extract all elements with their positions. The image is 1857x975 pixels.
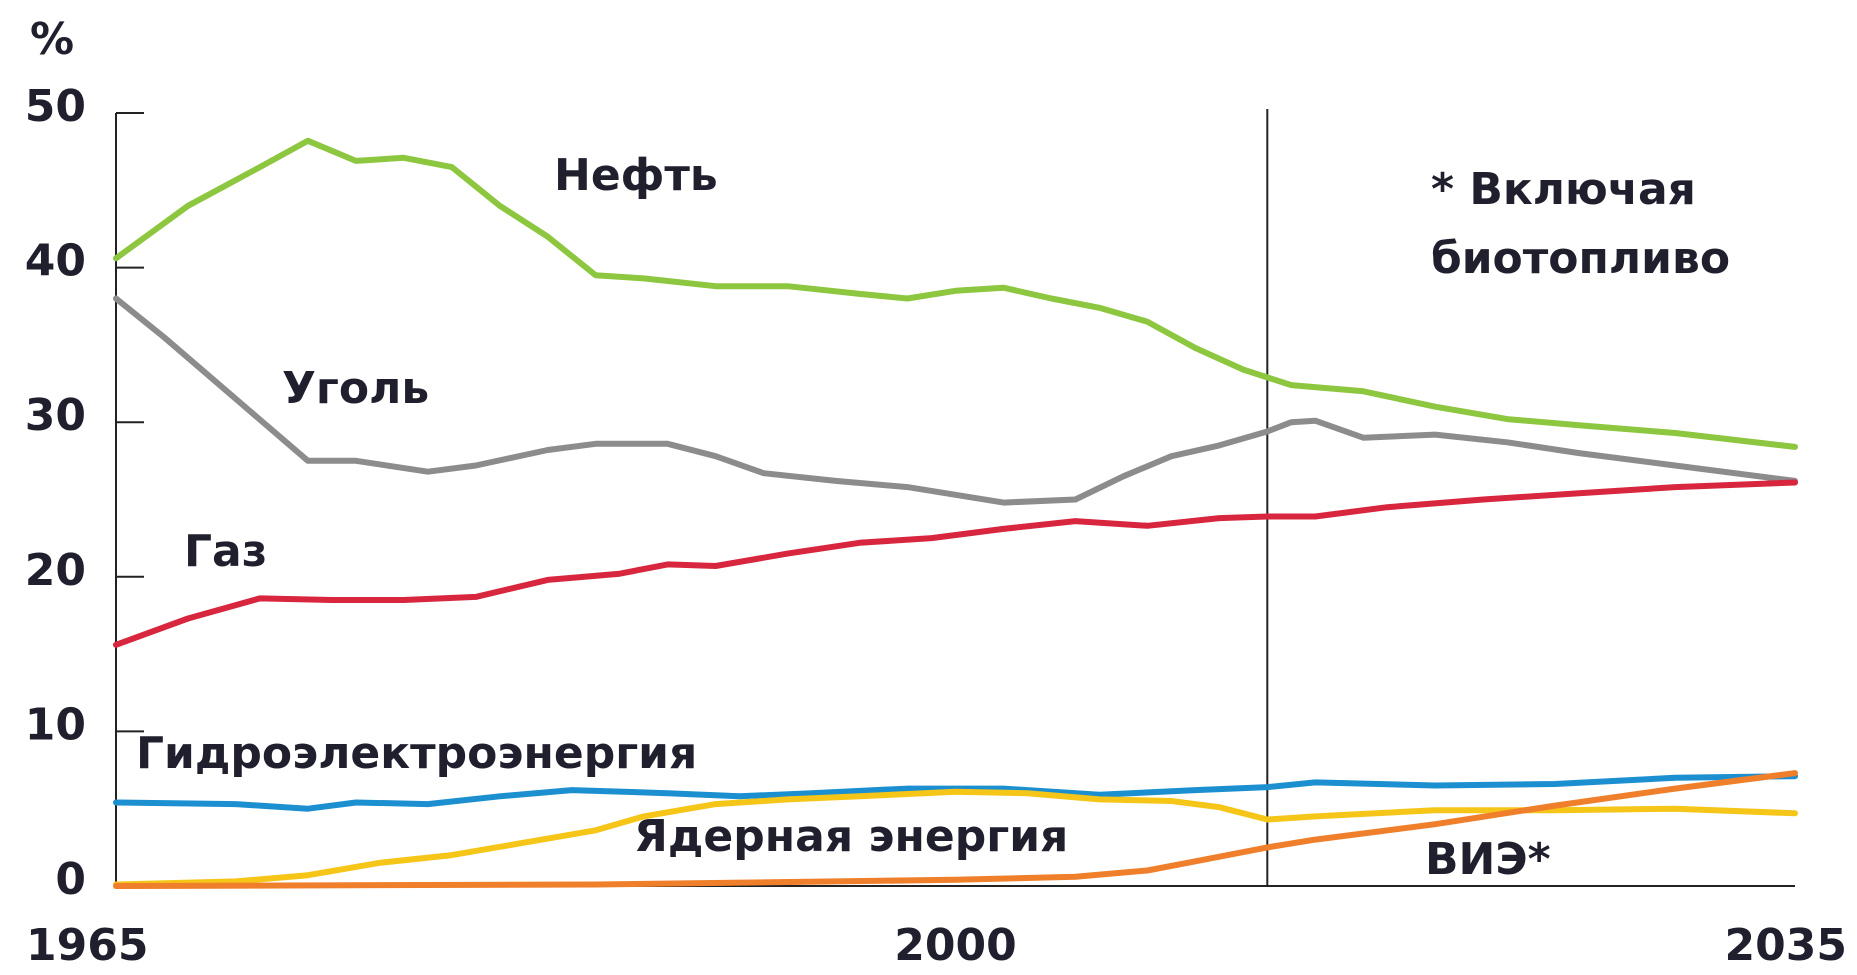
series-line [113,295,1798,506]
note: * Включая [1431,164,1696,215]
y-tick-label: 50 [25,81,86,132]
series-line [113,770,1798,889]
y-tick-label: 10 [25,699,86,750]
series-label: Гидроэлектроэнергия [136,728,697,779]
x-tick-label: 2000 [894,920,1016,971]
series-line [113,137,1798,450]
x-tick-label: 2035 [1725,920,1847,971]
y-axis-label: % [30,14,74,65]
series-label: Нефть [554,150,718,201]
series-label: ВИЭ* [1425,834,1551,885]
y-tick-label: 30 [25,390,86,441]
y-tick-label: 0 [55,854,86,905]
series-line [113,479,1798,648]
series-line [113,788,1798,888]
series-label: Ядерная энергия [634,811,1068,862]
series-label: Уголь [282,363,429,414]
series-line [113,773,1798,812]
series-label: Газ [184,526,267,577]
y-tick-label: 40 [25,236,86,287]
y-tick-label: 20 [25,545,86,596]
note: биотопливо [1431,233,1730,284]
x-tick-label: 1965 [26,920,148,971]
